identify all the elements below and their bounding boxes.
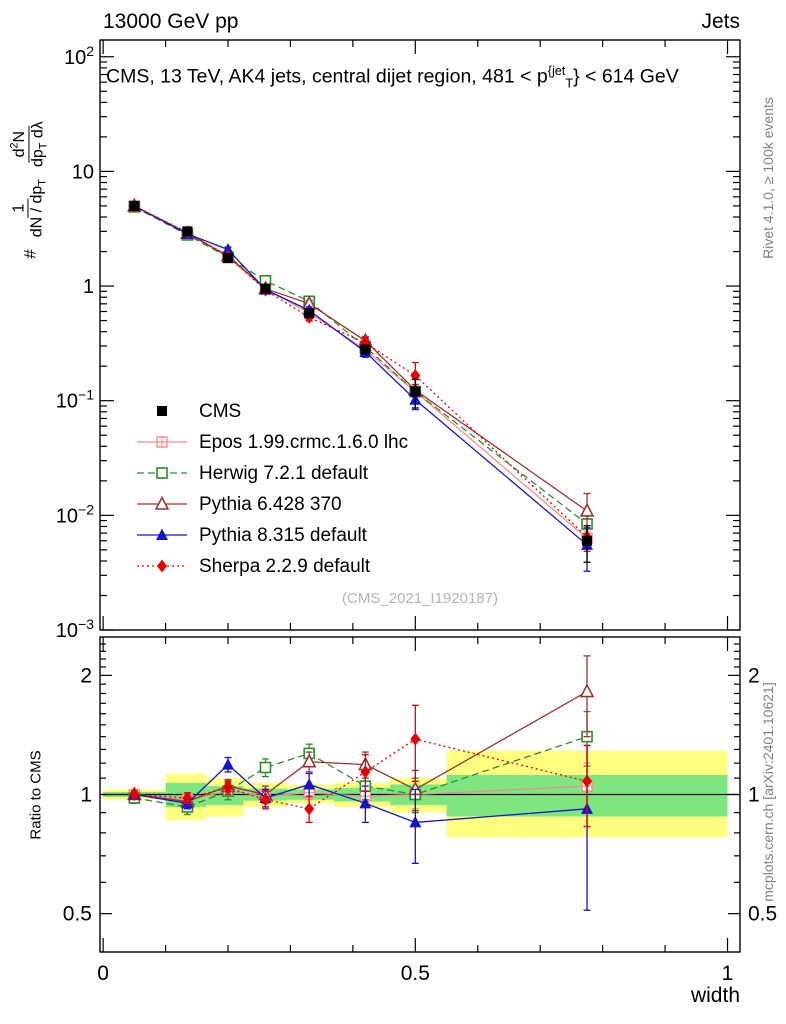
svg-text:102: 102	[64, 43, 94, 69]
mcplots-credit-label: mcplots.cern.ch [arXiv:2401.10621]	[760, 682, 776, 902]
svg-text:Herwig 7.2.1 default: Herwig 7.2.1 default	[199, 463, 369, 484]
legend-entry-epos-1-99-crmc-1-6-0-lhc: Epos 1.99.crmc.1.6.0 lhc	[137, 432, 408, 453]
svg-text:Pythia 6.428 370: Pythia 6.428 370	[199, 494, 342, 515]
svg-text:1: 1	[722, 962, 734, 985]
svg-text:10−1: 10−1	[56, 387, 94, 413]
svg-text:Epos 1.99.crmc.1.6.0 lhc: Epos 1.99.crmc.1.6.0 lhc	[199, 432, 408, 453]
axes	[99, 39, 741, 953]
svg-text:10: 10	[72, 161, 94, 183]
main-y-axis-label: # 1 dN / dpT d2N dpT dλ	[8, 121, 50, 259]
rivet-version-label: Rivet 4.1.0, ≥ 100k events	[760, 97, 776, 259]
svg-text:CMS: CMS	[199, 401, 241, 422]
svg-text:2: 2	[748, 664, 760, 687]
svg-text:1: 1	[80, 784, 92, 807]
ylabel-fraction-1: 1 dN / dpT	[10, 179, 49, 238]
svg-text:10−2: 10−2	[56, 501, 94, 527]
beam-energy-label: 13000 GeV pp	[103, 10, 239, 33]
ylabel-fraction-2: d2N dpT dλ	[8, 121, 50, 168]
svg-text:0: 0	[97, 962, 109, 985]
plot-title: CMS, 13 TeV, AK4 jets, central dijet reg…	[106, 64, 679, 91]
svg-text:10−3: 10−3	[56, 616, 94, 642]
svg-text:0.5: 0.5	[401, 962, 430, 985]
series-cms	[129, 200, 593, 563]
legend-entry-pythia-6-428-370: Pythia 6.428 370	[137, 494, 342, 515]
legend-entry-pythia-8-315-default: Pythia 8.315 default	[137, 525, 368, 546]
axis-tick-labels: 102 10 1 10−1 10−2 10−3 0.5 0.5 1 1 2 2 0 0.5 1	[56, 43, 777, 985]
legend: CMS Epos 1.99.crmc.1.6.0 lhc Herwig 7.2.1 …	[137, 401, 408, 577]
svg-text:Pythia 8.315 default: Pythia 8.315 default	[199, 525, 368, 546]
svg-text:Sherpa 2.2.9 default: Sherpa 2.2.9 default	[199, 556, 371, 577]
svg-text:2: 2	[80, 664, 92, 687]
legend-entry-cms: CMS	[157, 401, 241, 422]
ratio-y-axis-label: Ratio to CMS	[27, 750, 45, 840]
legend-entry-sherpa-2-2-9-default: Sherpa 2.2.9 default	[137, 556, 371, 577]
legend-entry-herwig-7-2-1-default: Herwig 7.2.1 default	[137, 463, 369, 484]
analysis-id-watermark: (CMS_2021_I1920187)	[342, 590, 498, 607]
svg-text:1: 1	[83, 276, 94, 298]
process-label: Jets	[701, 10, 740, 33]
hash-symbol: #	[20, 249, 39, 259]
svg-text:0.5: 0.5	[63, 903, 92, 926]
x-axis-label: width	[690, 984, 740, 1007]
main-panel-frame	[99, 39, 741, 631]
svg-text:0.5: 0.5	[748, 903, 777, 926]
svg-text:1: 1	[748, 784, 760, 807]
